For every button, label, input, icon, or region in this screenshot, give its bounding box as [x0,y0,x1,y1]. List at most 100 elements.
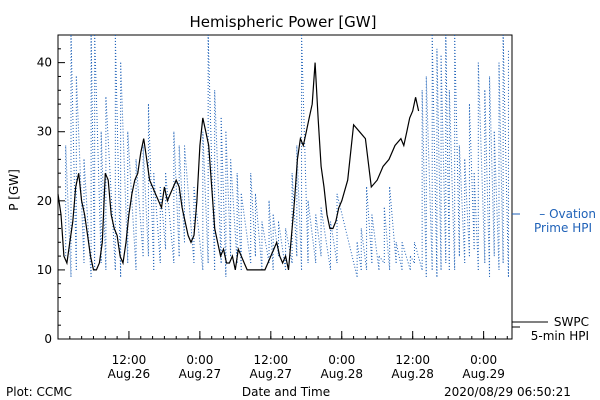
ovation-segment [498,62,504,264]
ovation-segment [468,104,475,250]
x-axis: 12:00Aug.260:00Aug.2712:00Aug.270:00Aug.… [57,331,508,381]
ovation-segment [431,34,438,277]
y-tick-label: 30 [37,125,52,139]
y-tick-label: 40 [37,56,52,70]
legend-swpc-line1: SWPC [554,315,589,329]
ovation-segment [315,214,322,257]
ovation-segment [454,34,460,257]
legend-ovation-line1: – Ovation [539,207,596,221]
ovation-segment [65,145,72,277]
x-axis-label: Date and Time [242,385,330,399]
ovation-segment [165,173,175,264]
ovation-segment [230,159,238,264]
footer-credit: Plot: CCMC [6,385,72,399]
x-tick-time: 12:00 [254,353,289,367]
ovation-segment [493,131,500,270]
ovation-segment [240,193,252,264]
ovation-segment [464,159,470,257]
ovation-segment [473,173,479,270]
ovation-segment [356,242,362,270]
ovation-segment [360,228,368,270]
ovation-segment [477,62,486,264]
ovation-segment [75,76,85,264]
ovation-segment [254,193,263,270]
ovation-segment [120,62,129,264]
x-tick-time: 0:00 [186,353,213,367]
x-tick-time: 0:00 [328,353,355,367]
ovation-segment [153,173,161,264]
ovation-segment [70,34,77,270]
legend-ovation: – Ovation Prime HPI [512,207,596,235]
ovation-segment [135,159,144,257]
ovation-segment [413,242,423,271]
ovation-segment [378,255,385,264]
ovation-segment [458,145,466,264]
y-tick-label: 0 [44,332,52,346]
ovation-segment [409,255,415,264]
ovation-segment [336,193,358,277]
x-tick-date: Aug.26 [108,367,151,381]
ovation-segment [193,186,204,270]
swpc-series [57,62,420,271]
x-tick-date: Aug.29 [462,367,505,381]
ovation-segment [207,34,216,270]
ovation-segment [147,104,155,270]
ovation-segment [502,34,509,277]
ovation-segment [307,200,317,264]
ovation-segment [320,207,332,270]
ovation-segment [178,145,186,243]
legend-swpc-line2: 5-min HPI [531,329,589,343]
ovation-segment [278,221,287,270]
ovation-segment [401,242,411,271]
y-tick-label: 10 [37,263,52,277]
footer-timestamp: 2020/08/29 06:50:21 [444,385,571,399]
ovation-segment [421,90,427,277]
ovation-segment [225,131,232,257]
ovation-segment [484,90,491,277]
chart-title: Hemispheric Power [GW] [190,13,377,31]
ovation-segment [445,34,450,270]
ovation-segment [94,34,102,264]
ovation-segment [214,90,222,264]
ovation-series [65,34,509,277]
ovation-segment [268,200,274,270]
y-axis: 0 10 20 30 40 [37,48,65,346]
swpc-line [57,62,420,271]
ovation-segment [436,48,442,270]
ovation-segment [440,55,447,264]
ovation-segment [220,117,227,277]
ovation-segment [261,221,270,264]
ovation-segment [202,131,209,264]
ovation-segment [90,34,96,270]
ovation-segment [425,76,433,270]
ovation-segment [127,131,137,270]
x-tick-date: Aug.28 [320,367,363,381]
x-tick-date: Aug.27 [179,367,222,381]
ovation-segment [105,97,116,270]
y-axis-label: P [GW] [7,169,21,211]
plot-frame [57,34,513,340]
ovation-segment [173,131,180,257]
ovation-segment [366,186,373,264]
legend-ovation-line2: Prime HPI [534,221,592,235]
ovation-segment [448,90,456,270]
ovation-segment [389,186,397,264]
x-tick-time: 12:00 [112,353,147,367]
x-tick-time: 0:00 [470,353,497,367]
ovation-segment [142,145,149,257]
ovation-segment [236,173,242,270]
ovation-segment [184,145,195,264]
y-tick-label: 20 [37,194,52,208]
ovation-segment [114,34,122,277]
x-tick-date: Aug.28 [391,367,434,381]
ovation-segment [395,242,403,271]
ovation-segment [272,214,279,257]
legend-swpc: SWPC 5-min HPI [512,315,589,343]
ovation-segment [383,207,391,270]
x-tick-time: 12:00 [395,353,430,367]
ovation-segment [301,34,309,264]
ovation-segment [291,173,298,257]
ovation-segment [371,214,380,270]
ovation-segment [250,173,256,257]
